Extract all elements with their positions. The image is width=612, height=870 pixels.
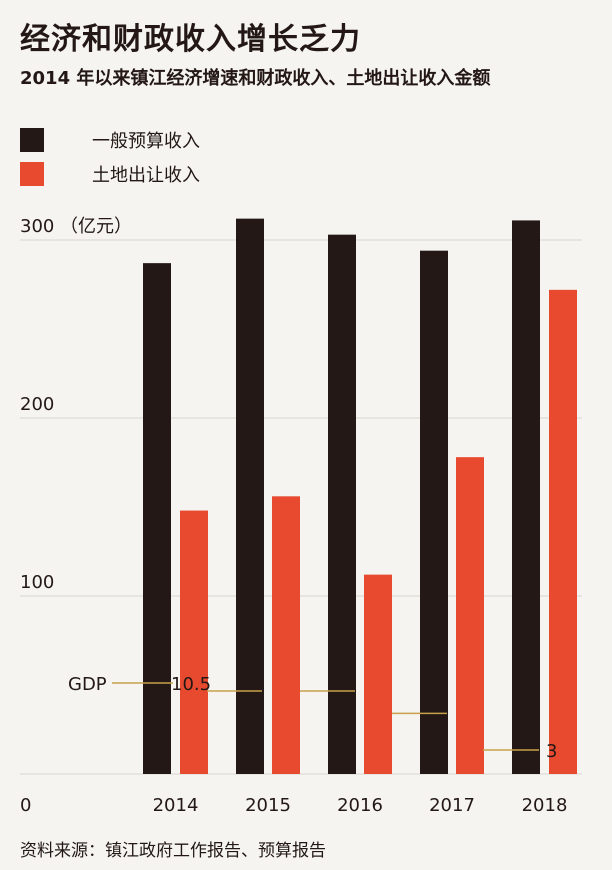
y-tick-label-100: 100 [20, 572, 54, 593]
bar-general-budget-2018 [512, 220, 540, 775]
bar-general-budget-2015 [236, 218, 264, 774]
x-tick-label-2014: 2014 [153, 795, 199, 816]
y-tick-label-300: 300 [20, 216, 54, 237]
bar-general-budget-2016 [328, 234, 356, 774]
bar-general-budget-2014 [143, 263, 171, 774]
gdp-series-label: GDP [68, 674, 107, 695]
chart-title: 经济和财政收入增长乏力 [20, 22, 361, 57]
legend-swatch-land-sale [20, 162, 44, 186]
gdp-value-label-2018: 3 [546, 741, 557, 762]
legend-item-land-sale: 土地出让收入 [20, 162, 200, 186]
legend-label-general-budget: 一般预算收入 [92, 131, 200, 152]
x-tick-label-2017: 2017 [429, 795, 475, 816]
gdp-value-label-2014: 10.5 [171, 674, 211, 695]
bar-land-sale-2017 [456, 457, 484, 774]
bar-land-sale-2016 [364, 574, 392, 774]
x-tick-label-2016: 2016 [337, 795, 383, 816]
bar-land-sale-2015 [272, 496, 300, 774]
legend-label-land-sale: 土地出让收入 [92, 165, 200, 186]
x-tick-label-2015: 2015 [245, 795, 291, 816]
chart-subtitle: 2014 年以来镇江经济增速和财政收入、土地出让收入金额 [20, 68, 491, 89]
y-unit-label: （亿元） [60, 216, 132, 237]
data-source: 资料来源：镇江政府工作报告、预算报告 [20, 841, 326, 861]
bar-land-sale-2014 [180, 510, 208, 774]
x-tick-label-2018: 2018 [522, 795, 568, 816]
y-tick-label-0: 0 [20, 795, 31, 816]
bar-land-sale-2018 [549, 289, 577, 774]
bar-general-budget-2017 [420, 250, 448, 774]
legend-item-general-budget: 一般预算收入 [20, 128, 200, 152]
y-tick-label-200: 200 [20, 394, 54, 415]
legend-swatch-general-budget [20, 128, 44, 152]
